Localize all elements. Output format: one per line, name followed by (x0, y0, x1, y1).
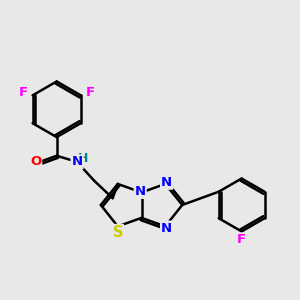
Text: N: N (161, 176, 172, 189)
Text: O: O (30, 155, 41, 168)
Text: F: F (19, 86, 28, 99)
Text: N: N (71, 155, 82, 168)
Text: H: H (78, 152, 88, 165)
Text: F: F (86, 86, 95, 99)
Text: N: N (135, 185, 146, 198)
Text: F: F (237, 233, 246, 246)
Text: N: N (161, 221, 172, 235)
Text: S: S (112, 225, 123, 240)
